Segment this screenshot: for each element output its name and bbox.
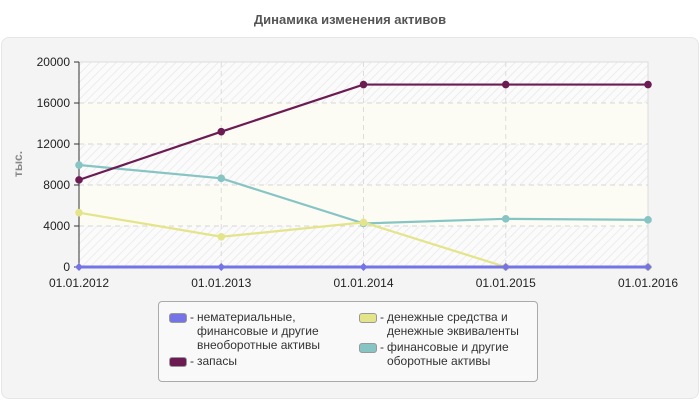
svg-text:4000: 4000 bbox=[43, 219, 70, 233]
legend-swatch-icon bbox=[359, 343, 377, 353]
data-point[interactable] bbox=[644, 216, 652, 224]
legend-item-cash[interactable]: - денежные средства и денежные эквивален… bbox=[359, 310, 519, 338]
svg-text:01.01.2015: 01.01.2015 bbox=[476, 276, 536, 290]
legend-item-inventory[interactable]: - запасы bbox=[169, 354, 237, 368]
grid-lines bbox=[79, 62, 649, 267]
data-point[interactable] bbox=[501, 80, 510, 89]
data-point[interactable] bbox=[217, 174, 226, 183]
series-lines bbox=[75, 80, 652, 271]
data-point[interactable] bbox=[75, 176, 83, 184]
data-point[interactable] bbox=[217, 263, 226, 271]
svg-text:16000: 16000 bbox=[37, 96, 71, 110]
data-point[interactable] bbox=[75, 161, 83, 169]
data-point[interactable] bbox=[359, 263, 368, 271]
line-chart: 0 4000 8000 12000 16000 20000 01.01.2012 01.01.… bbox=[11, 55, 678, 290]
svg-text:01.01.2013: 01.01.2013 bbox=[191, 276, 251, 290]
data-point[interactable] bbox=[217, 127, 226, 136]
svg-text:01.01.2014: 01.01.2014 bbox=[333, 276, 393, 290]
data-point[interactable] bbox=[75, 208, 83, 217]
svg-text:12000: 12000 bbox=[37, 137, 71, 151]
legend-swatch-icon bbox=[169, 357, 187, 367]
data-point[interactable] bbox=[359, 218, 368, 227]
svg-text:8000: 8000 bbox=[43, 178, 70, 192]
series-0 bbox=[75, 263, 652, 271]
data-point[interactable] bbox=[75, 263, 83, 271]
data-point[interactable] bbox=[644, 263, 652, 271]
chart-legend: - нематериальные, финансовые и другие вн… bbox=[158, 301, 538, 382]
svg-text:0: 0 bbox=[63, 260, 70, 274]
series-1 bbox=[75, 80, 652, 184]
chart-title: Динамика изменения активов bbox=[253, 12, 447, 27]
legend-item-intangible-assets[interactable]: - нематериальные, финансовые и другие вн… bbox=[169, 310, 320, 352]
legend-item-other-current-assets[interactable]: - финансовые и другие оборотные активы bbox=[359, 340, 509, 368]
data-point[interactable] bbox=[217, 232, 226, 241]
svg-text:01.01.2012: 01.01.2012 bbox=[49, 276, 109, 290]
legend-swatch-icon bbox=[359, 313, 377, 323]
data-point[interactable] bbox=[644, 80, 652, 89]
legend-swatch-icon bbox=[169, 313, 187, 323]
svg-text:01.01.2016: 01.01.2016 bbox=[618, 276, 678, 290]
data-point[interactable] bbox=[501, 263, 510, 271]
y-axis-label: тыс. bbox=[11, 151, 25, 177]
data-point[interactable] bbox=[501, 215, 510, 223]
data-point[interactable] bbox=[359, 80, 368, 89]
svg-text:20000: 20000 bbox=[37, 55, 71, 69]
